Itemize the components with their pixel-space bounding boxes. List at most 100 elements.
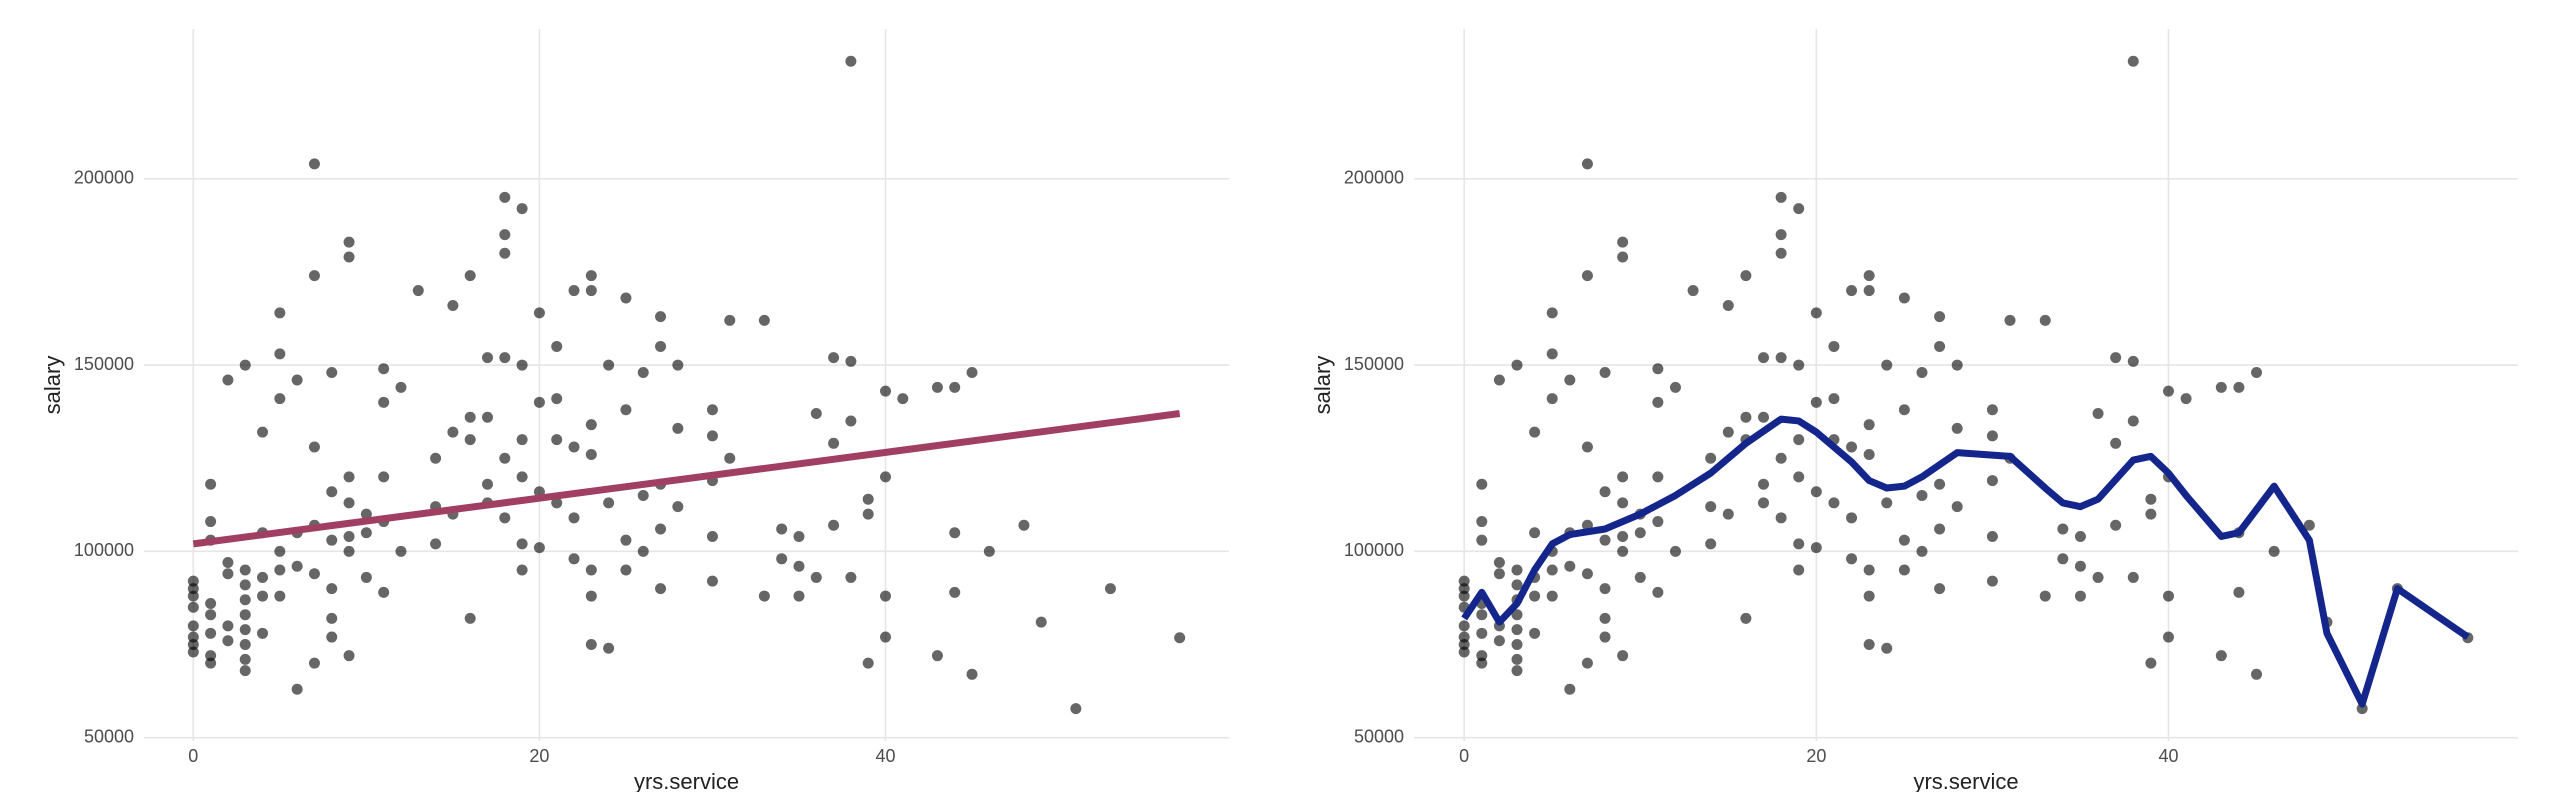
data-point	[551, 497, 563, 509]
x-axis-label: yrs.service	[1913, 769, 2018, 792]
data-point	[1511, 665, 1523, 677]
data-point	[2092, 408, 2104, 420]
data-point	[1546, 307, 1558, 319]
data-point	[1934, 340, 1946, 352]
data-point	[378, 586, 390, 598]
data-point	[1863, 285, 1875, 297]
data-point	[326, 486, 338, 498]
data-point	[239, 609, 251, 621]
data-point	[205, 657, 217, 669]
data-point	[1863, 270, 1875, 282]
data-point	[308, 568, 320, 580]
data-point	[257, 590, 269, 602]
data-point	[862, 657, 874, 669]
data-point	[326, 612, 338, 624]
data-point	[1758, 497, 1770, 509]
data-point	[499, 512, 511, 524]
data-point	[1652, 396, 1664, 408]
data-point	[2215, 381, 2227, 393]
data-point	[568, 553, 580, 565]
x-tick-label: 20	[529, 746, 549, 766]
data-point	[810, 408, 822, 420]
data-point	[1793, 434, 1805, 446]
data-point	[1035, 616, 1047, 628]
data-point	[2057, 523, 2069, 535]
data-point	[1722, 299, 1734, 311]
data-point	[2127, 55, 2139, 67]
data-point	[1599, 486, 1611, 498]
data-point	[568, 441, 580, 453]
data-point	[776, 523, 788, 535]
data-point	[412, 285, 424, 297]
y-axis-label: salary	[40, 356, 65, 415]
data-point	[845, 355, 857, 367]
data-point	[1828, 497, 1840, 509]
data-point	[1511, 579, 1523, 591]
data-point	[447, 426, 459, 438]
data-point	[343, 545, 355, 557]
data-point	[1722, 426, 1734, 438]
data-point	[862, 493, 874, 505]
data-point	[1881, 642, 1893, 654]
data-point	[481, 411, 493, 423]
data-point	[343, 530, 355, 542]
data-point	[2162, 385, 2174, 397]
data-point	[1863, 564, 1875, 576]
data-point	[1546, 564, 1558, 576]
x-tick-label: 40	[875, 746, 895, 766]
data-point	[793, 530, 805, 542]
data-point	[343, 236, 355, 248]
data-point	[378, 471, 390, 483]
data-point	[603, 359, 615, 371]
data-point	[499, 452, 511, 464]
data-point	[1617, 545, 1629, 557]
data-point	[1740, 612, 1752, 624]
data-point	[1669, 545, 1681, 557]
data-point	[2074, 560, 2086, 572]
data-point	[2057, 553, 2069, 565]
data-point	[810, 571, 822, 583]
data-point	[1863, 419, 1875, 431]
data-point	[585, 590, 597, 602]
data-point	[1898, 564, 1910, 576]
data-point	[1775, 229, 1787, 241]
data-point	[2251, 367, 2263, 379]
data-point	[2092, 571, 2104, 583]
data-point	[1529, 527, 1541, 539]
y-tick-label: 50000	[84, 726, 134, 746]
data-point	[343, 497, 355, 509]
data-point	[1775, 247, 1787, 259]
data-point	[1476, 627, 1488, 639]
data-point	[637, 489, 649, 501]
data-point	[2162, 631, 2174, 643]
data-point	[2233, 586, 2245, 598]
data-point	[1986, 430, 1998, 442]
data-point	[1986, 404, 1998, 416]
data-point	[1617, 497, 1629, 509]
data-point	[1476, 657, 1488, 669]
data-point	[2145, 508, 2157, 520]
data-point	[2215, 650, 2227, 662]
data-point	[516, 359, 528, 371]
data-point	[2268, 545, 2280, 557]
data-point	[205, 627, 217, 639]
data-point	[758, 590, 770, 602]
data-point	[2233, 381, 2245, 393]
data-point	[239, 594, 251, 606]
data-point	[828, 437, 840, 449]
data-point	[274, 564, 286, 576]
data-point	[2145, 657, 2157, 669]
data-point	[1740, 270, 1752, 282]
y-axis-label: salary	[1310, 356, 1335, 415]
data-point	[1828, 393, 1840, 405]
panel: 50000 100000 150000 200000 0 20 40 yrs.service s…	[1310, 29, 2518, 794]
data-point	[533, 542, 545, 554]
y-tick-label: 100000	[74, 540, 134, 560]
data-point	[1934, 311, 1946, 323]
data-point	[1564, 560, 1576, 572]
data-point	[897, 393, 909, 405]
data-point	[585, 564, 597, 576]
data-point	[1493, 557, 1505, 569]
data-point	[1916, 545, 1928, 557]
data-point	[1986, 575, 1998, 587]
